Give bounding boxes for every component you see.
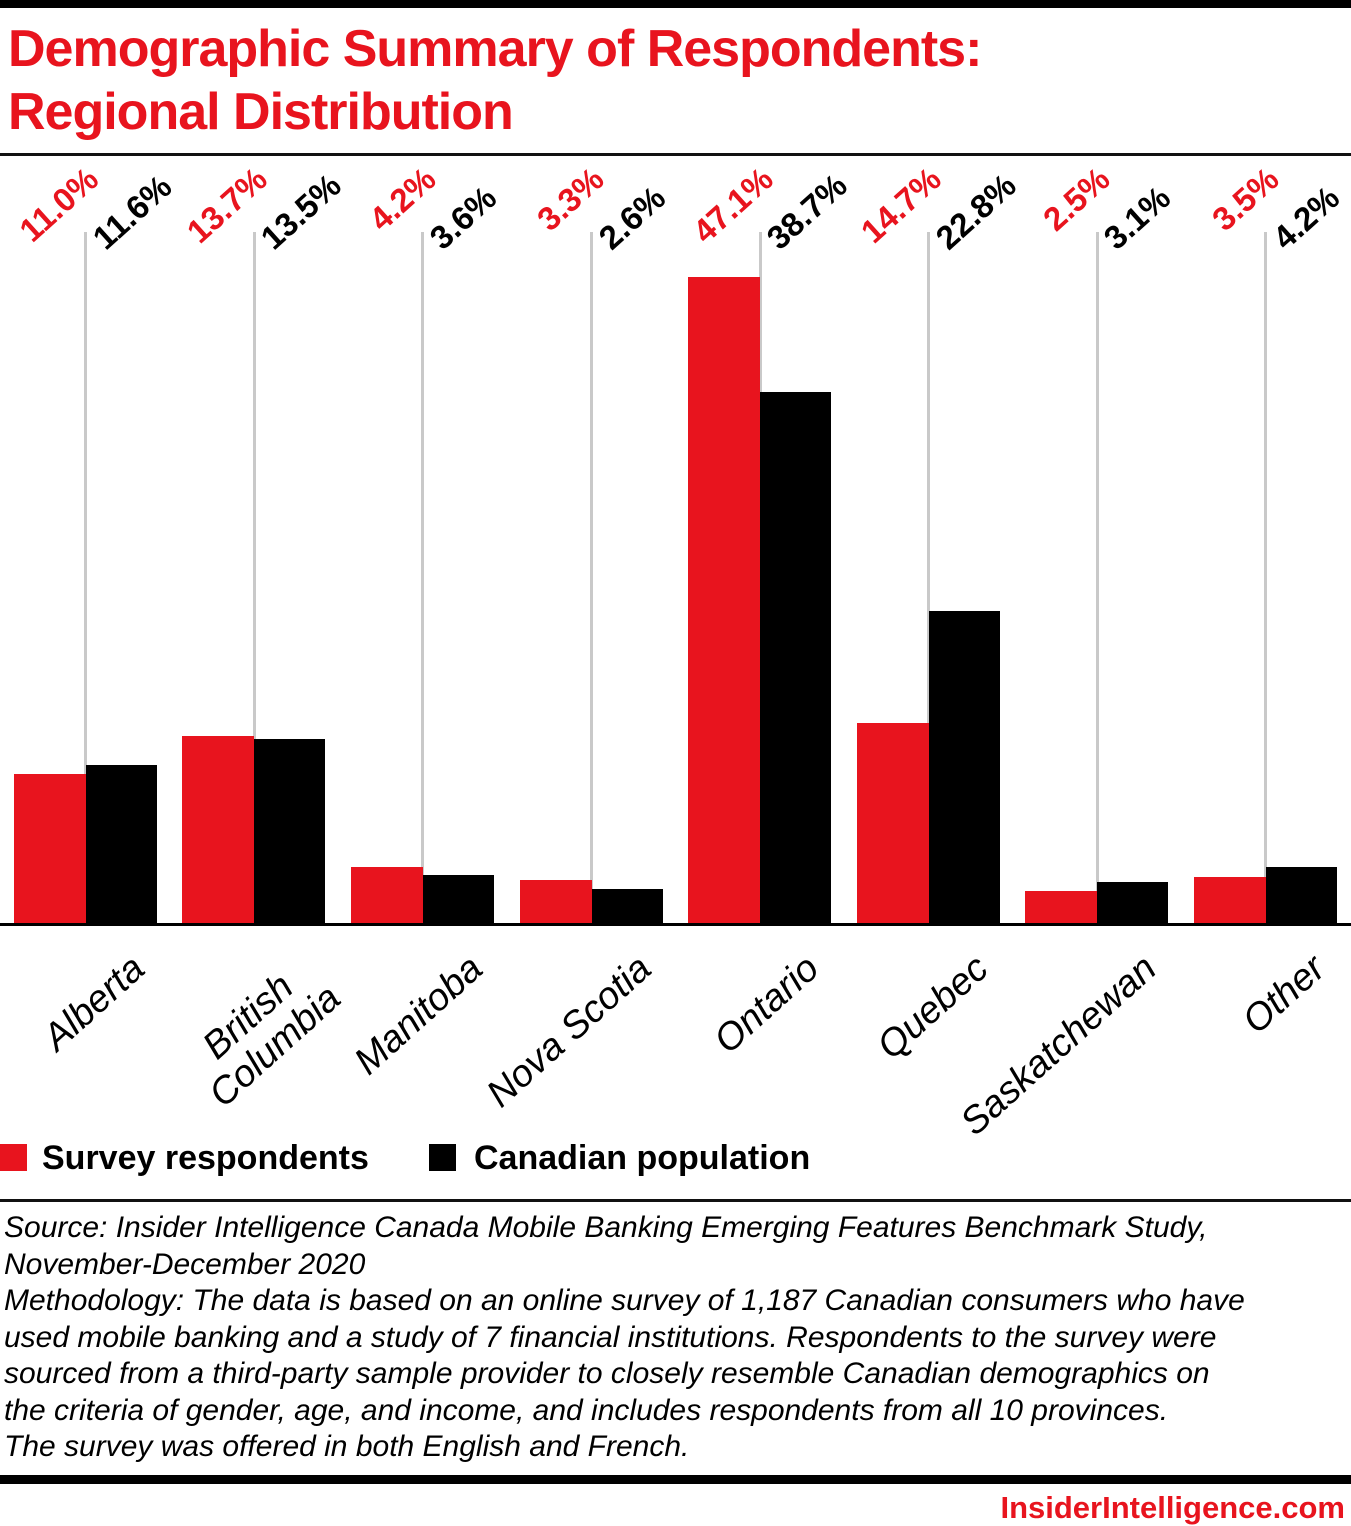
source-methodology-text: Source: Insider Intelligence Canada Mobi… xyxy=(4,1211,1245,1463)
category-label-alberta: Alberta xyxy=(35,947,154,1060)
bar-survey-other xyxy=(1193,876,1266,925)
category-label-manitoba: Manitoba xyxy=(346,947,491,1084)
legend-label-survey-respondents: Survey respondents xyxy=(42,1139,369,1177)
bar-survey-manitoba xyxy=(350,867,423,925)
category-label-nova-scotia: Nova Scotia xyxy=(478,947,659,1116)
bar-population-alberta xyxy=(85,765,157,925)
top-accent-bar xyxy=(0,0,1351,8)
value-label-survey-quebec: 14.7% xyxy=(853,159,949,251)
bar-population-nova-scotia xyxy=(591,889,663,925)
bar-population-manitoba xyxy=(422,875,494,925)
bar-population-other xyxy=(1265,867,1337,925)
bar-survey-alberta xyxy=(13,773,86,925)
bar-population-quebec xyxy=(928,611,1000,925)
brand-text: InsiderIntelligence.com xyxy=(1000,1490,1345,1525)
bar-survey-ontario xyxy=(688,276,761,925)
legend-divider xyxy=(0,1199,1351,1202)
bar-population-saskatchewan xyxy=(1097,882,1169,925)
value-label-survey-ontario: 47.1% xyxy=(685,159,780,251)
gridline-alberta xyxy=(84,232,88,925)
gridline-manitoba xyxy=(421,232,425,925)
page-title-line-1: Demographic Summary of Respondents: xyxy=(8,20,982,78)
page-title: Demographic Summary of Respondents: Regi… xyxy=(8,18,1348,144)
bar-survey-nova-scotia xyxy=(519,879,592,925)
bar-survey-british-columbia xyxy=(182,736,255,925)
category-label-british-columbia: British Columbia xyxy=(194,965,349,1116)
bar-population-ontario xyxy=(760,392,832,925)
category-label-ontario: Ontario xyxy=(706,947,828,1062)
value-label-population-quebec: 22.8% xyxy=(928,166,1023,257)
bar-survey-saskatchewan xyxy=(1025,890,1098,925)
bottom-accent-bar xyxy=(0,1475,1351,1484)
x-axis-line xyxy=(0,923,1351,926)
page-title-line-2: Regional Distribution xyxy=(8,83,514,141)
gridline-other xyxy=(1264,232,1268,925)
legend-swatch-survey-respondents xyxy=(0,1144,27,1171)
legend-label-canadian-population: Canadian population xyxy=(474,1139,811,1177)
chart-legend: Survey respondents Canadian population xyxy=(0,1138,1351,1178)
bar-population-british-columbia xyxy=(254,739,326,925)
gridline-nova-scotia xyxy=(590,232,593,925)
bar-survey-quebec xyxy=(856,722,929,925)
value-label-population-british-columbia: 13.5% xyxy=(253,166,349,257)
title-divider xyxy=(0,153,1351,156)
gridline-saskatchewan xyxy=(1095,232,1099,925)
gridline-quebec xyxy=(927,232,931,925)
category-label-other: Other xyxy=(1234,947,1334,1043)
gridline-british-columbia xyxy=(252,232,256,925)
category-label-quebec: Quebec xyxy=(869,947,997,1068)
legend-swatch-canadian-population xyxy=(429,1144,456,1171)
